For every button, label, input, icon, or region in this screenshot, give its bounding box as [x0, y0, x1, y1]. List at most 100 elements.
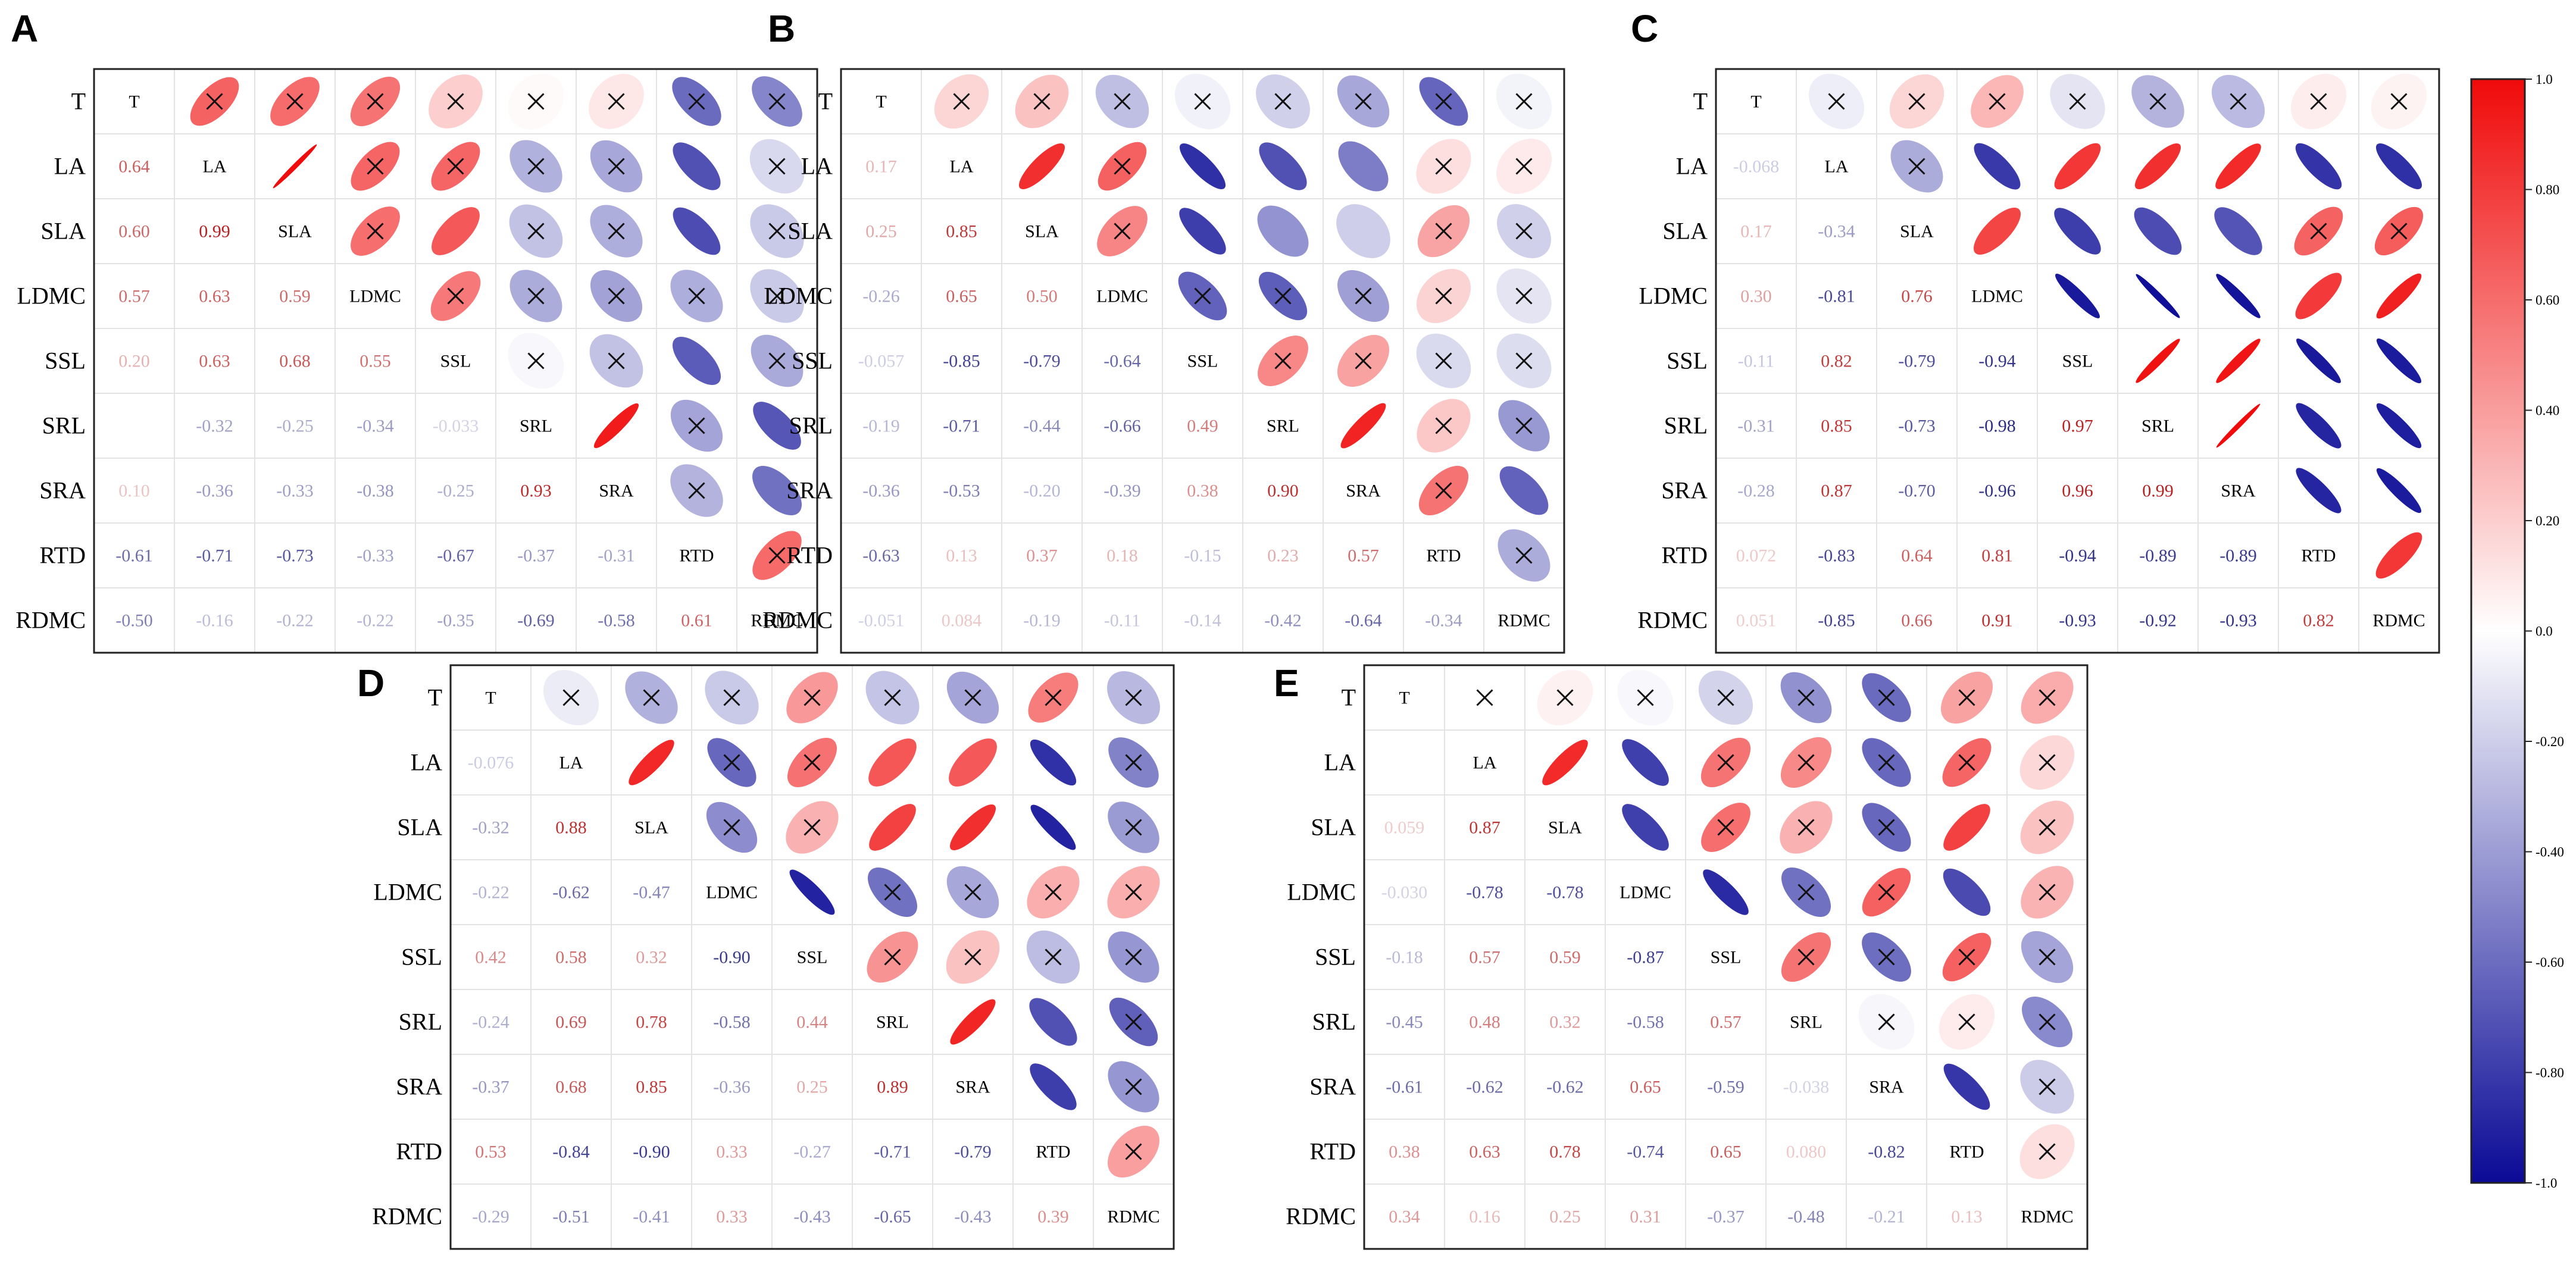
corr-ellipse: [2214, 207, 2262, 255]
coef-label: -0.78: [1546, 883, 1584, 903]
coef-label: -0.79: [954, 1142, 992, 1162]
corr-ellipse: [273, 144, 317, 189]
panel-e: E T LA SLA LDMC SSL SRL SRA RTD RDMC T LA 0.059 0.87 S…: [1274, 662, 2089, 1250]
coef-label: -0.038: [1783, 1078, 1830, 1097]
nonsig-mark: [1435, 352, 1452, 369]
diagonal-label: T: [876, 92, 886, 112]
corr-ellipse: [2055, 274, 2100, 318]
diagonal-label: SLA: [1548, 818, 1582, 838]
nonsig-mark: [1274, 287, 1292, 305]
colorbar-tick-label: -0.60: [2536, 955, 2564, 970]
panel-label: B: [768, 7, 795, 50]
diagonal-label: SRL: [1267, 417, 1299, 436]
nonsig-mark: [953, 93, 970, 110]
coef-label: -0.43: [954, 1207, 992, 1227]
nonsig-mark: [1515, 287, 1533, 305]
coef-label: -0.030: [1381, 883, 1428, 903]
coef-label: -0.37: [472, 1078, 509, 1097]
nonsig-mark: [562, 689, 580, 706]
corr-ellipse: [432, 207, 480, 255]
nonsig-mark: [1515, 547, 1533, 564]
coef-label: 0.78: [1549, 1142, 1581, 1162]
row-label: SRL: [1664, 412, 1708, 439]
coef-label: -0.84: [552, 1142, 590, 1162]
nonsig-mark: [608, 352, 625, 369]
corr-ellipse: [1259, 142, 1307, 190]
coef-label: -0.61: [1386, 1078, 1423, 1097]
coef-label: -0.48: [1787, 1207, 1825, 1227]
row-label: LA: [411, 749, 442, 776]
nonsig-mark: [1908, 93, 1925, 110]
corr-ellipse: [949, 738, 997, 787]
nonsig-mark: [367, 158, 384, 175]
coef-label: -0.25: [437, 481, 474, 501]
coef-label: -0.96: [1978, 481, 2016, 501]
nonsig-mark: [1435, 93, 1452, 110]
coef-label: -0.18: [1386, 948, 1423, 967]
coef-label: 0.31: [1630, 1207, 1661, 1227]
coef-label: -0.92: [2139, 611, 2177, 631]
row-label: T: [818, 88, 833, 115]
coef-label: -0.057: [858, 352, 905, 371]
nonsig-mark: [1114, 93, 1131, 110]
nonsig-mark: [1125, 819, 1142, 836]
nonsig-mark: [1435, 158, 1452, 175]
coef-label: -0.34: [357, 417, 394, 436]
diagonal-label: SLA: [634, 818, 668, 838]
coef-label: 0.57: [1469, 948, 1500, 967]
diagonal-label: LDMC: [706, 883, 758, 903]
coef-label: -0.71: [943, 417, 980, 436]
diagonal-label: SLA: [1900, 222, 1934, 242]
coef-label: 0.13: [1951, 1207, 1983, 1227]
nonsig-mark: [723, 819, 740, 836]
nonsig-mark: [1045, 948, 1062, 966]
nonsig-mark: [367, 223, 384, 240]
nonsig-mark: [1125, 689, 1142, 706]
colorbar-tick-label: -0.80: [2536, 1066, 2564, 1081]
row-label: SRA: [39, 477, 86, 504]
corr-ellipse: [2295, 143, 2342, 190]
coef-label: -0.90: [633, 1142, 670, 1162]
nonsig-mark: [2039, 1143, 2056, 1160]
nonsig-mark: [1515, 223, 1533, 240]
colorbar-tick-label: 0.20: [2536, 513, 2559, 528]
row-label: SSL: [792, 347, 833, 374]
nonsig-mark: [688, 417, 705, 434]
coef-label: 0.44: [796, 1013, 828, 1032]
nonsig-mark: [1717, 819, 1734, 836]
coef-label: -0.38: [357, 481, 394, 501]
corr-ellipse: [2376, 468, 2422, 513]
nonsig-mark: [1435, 287, 1452, 305]
row-label: LA: [1676, 153, 1708, 180]
coef-label: 0.48: [1469, 1013, 1500, 1032]
coef-label: -0.58: [598, 611, 635, 631]
nonsig-mark: [1958, 754, 1975, 771]
nonsig-mark: [2039, 754, 2056, 771]
nonsig-mark: [688, 482, 705, 499]
corr-ellipse: [2136, 339, 2180, 383]
row-label: SRA: [786, 477, 833, 504]
coef-label: -0.82: [1868, 1142, 1905, 1162]
coef-label: 0.88: [555, 818, 587, 838]
coef-label: -0.83: [1818, 546, 1855, 566]
corr-ellipse: [2376, 403, 2422, 449]
corr-ellipse: [753, 402, 801, 450]
diagonal-label: LA: [559, 753, 583, 773]
row-label: RTD: [786, 542, 833, 569]
nonsig-mark: [447, 158, 464, 175]
nonsig-mark: [2039, 948, 2056, 966]
nonsig-mark: [608, 93, 625, 110]
corr-ellipse: [1030, 1063, 1077, 1110]
row-label: RDMC: [15, 607, 86, 634]
colorbar: 1.0 0.80 0.60 0.40 0.20 0.0 -0.20 -0.40 -0.60 -0.…: [2470, 72, 2564, 1191]
coef-label: 0.85: [1821, 417, 1852, 436]
coef-label: 0.20: [118, 352, 150, 371]
coef-label: 0.78: [636, 1013, 667, 1032]
coef-label: 0.080: [1786, 1142, 1827, 1162]
coef-label: 0.59: [1549, 948, 1581, 967]
coef-label: 0.33: [716, 1142, 748, 1162]
corr-ellipse: [1030, 739, 1077, 786]
nonsig-mark: [768, 287, 786, 305]
coef-label: 0.34: [1389, 1207, 1420, 1227]
